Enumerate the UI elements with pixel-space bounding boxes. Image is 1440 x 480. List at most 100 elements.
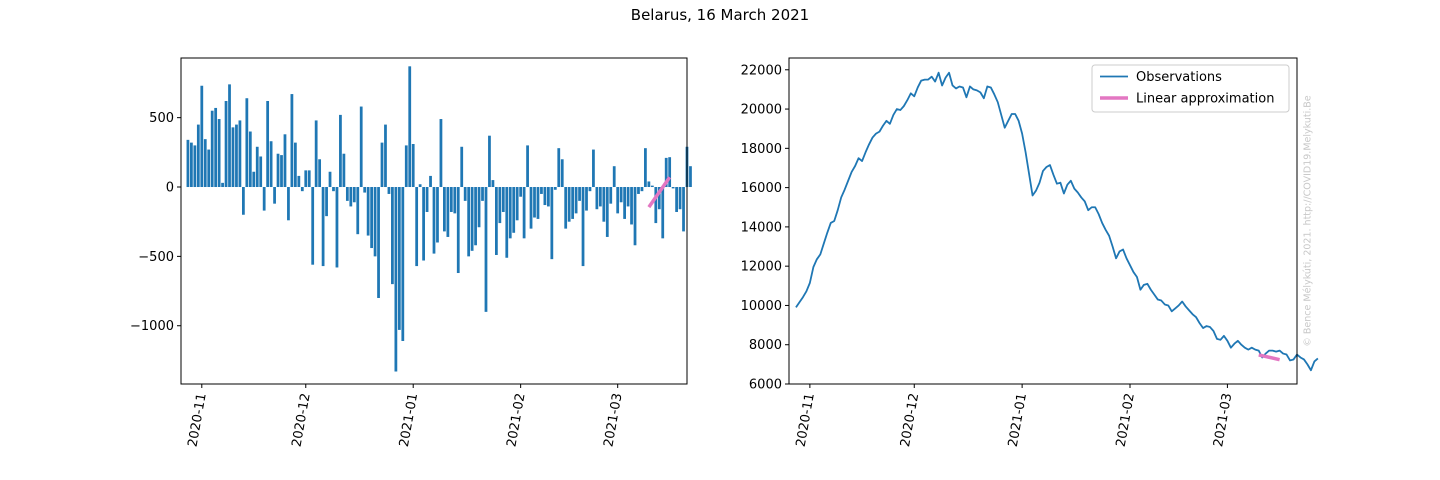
bar [228,84,231,188]
linear-approximation-line [1258,353,1280,362]
bar [522,187,526,239]
bar [328,171,332,188]
bar [401,187,405,341]
bar [453,187,457,214]
bar [650,185,654,188]
bar [242,187,245,215]
x-tick-label: 2021-01 [397,392,421,448]
bar [318,159,322,188]
bar [470,187,474,251]
bar [436,187,439,243]
bar [207,149,211,188]
legend-frame [1091,64,1290,113]
bar [467,187,471,257]
bar [630,187,633,225]
bar [560,159,564,188]
y-tick-label: 12000 [741,260,782,275]
y-tick-label: 500 [149,111,174,126]
bar [519,187,523,197]
bar [422,187,425,261]
bar [283,134,287,188]
bar [214,107,218,188]
bar [429,175,432,188]
bar [373,187,377,257]
bar [574,187,578,214]
y-tick-label: 8000 [749,338,782,353]
bar [595,187,599,210]
bar [640,187,644,192]
bar [657,187,661,210]
plot-frame [788,57,1298,385]
bar [269,141,273,188]
bar [675,187,678,212]
bar [460,146,464,188]
bar [335,187,339,268]
bar [235,124,238,188]
line-chart-observations: Observations Linear approximation 6000 8000… [741,57,1319,448]
bar [637,187,640,194]
bar [664,157,668,188]
bar [238,120,242,188]
x-tick-label: 2020-11 [794,392,818,448]
observations-line [795,71,1319,372]
x-tick-label: 2021-01 [1006,392,1030,448]
bar [623,187,626,219]
bar [366,187,370,236]
bar [536,187,540,219]
bar [217,119,221,188]
bar [377,187,380,298]
bar [394,187,398,372]
bar [477,187,481,228]
bar [266,101,270,188]
bar [564,187,568,229]
bar [540,187,543,194]
y-tick-label: −1000 [130,319,174,334]
bar [342,153,346,188]
bar [449,187,453,212]
bar [297,175,301,188]
bar [571,187,575,219]
bar [491,180,495,188]
bar [252,171,256,188]
bar [203,139,207,188]
bar [678,187,682,210]
bar [456,187,460,274]
bar [443,187,446,232]
x-tick-label: 2021-03 [601,392,625,448]
bar [508,187,512,239]
x-tick-label: 2021-02 [1114,392,1138,448]
bar [304,170,308,188]
bar [612,166,616,188]
legend: Observations Linear approximation [1091,64,1290,113]
bar [626,187,630,207]
bar [682,187,685,232]
bar [474,187,477,246]
bar [259,156,263,188]
bar [408,66,412,188]
bar [432,187,436,254]
bar [359,106,363,188]
bar [689,166,692,188]
bar [276,153,280,188]
bar [352,187,356,203]
y-tick-label: 22000 [741,63,782,78]
bar [221,182,224,188]
bar [345,187,349,201]
y-tick-label: 18000 [741,142,782,157]
bar [671,187,675,189]
bar [384,124,387,188]
bar [262,187,266,211]
bar [210,110,214,188]
y-tick-label: 16000 [741,181,782,196]
bar [578,187,581,201]
bar [598,187,602,207]
y-tick-label: 10000 [741,299,782,314]
x-tick-label: 2021-03 [1211,392,1235,448]
bar [273,187,276,204]
bar [463,187,467,201]
watermark: © Bence Mélykúti, 2021. http://COVID19.M… [1300,58,1316,384]
bar [546,187,550,207]
bar [196,124,200,188]
bar [190,142,193,188]
